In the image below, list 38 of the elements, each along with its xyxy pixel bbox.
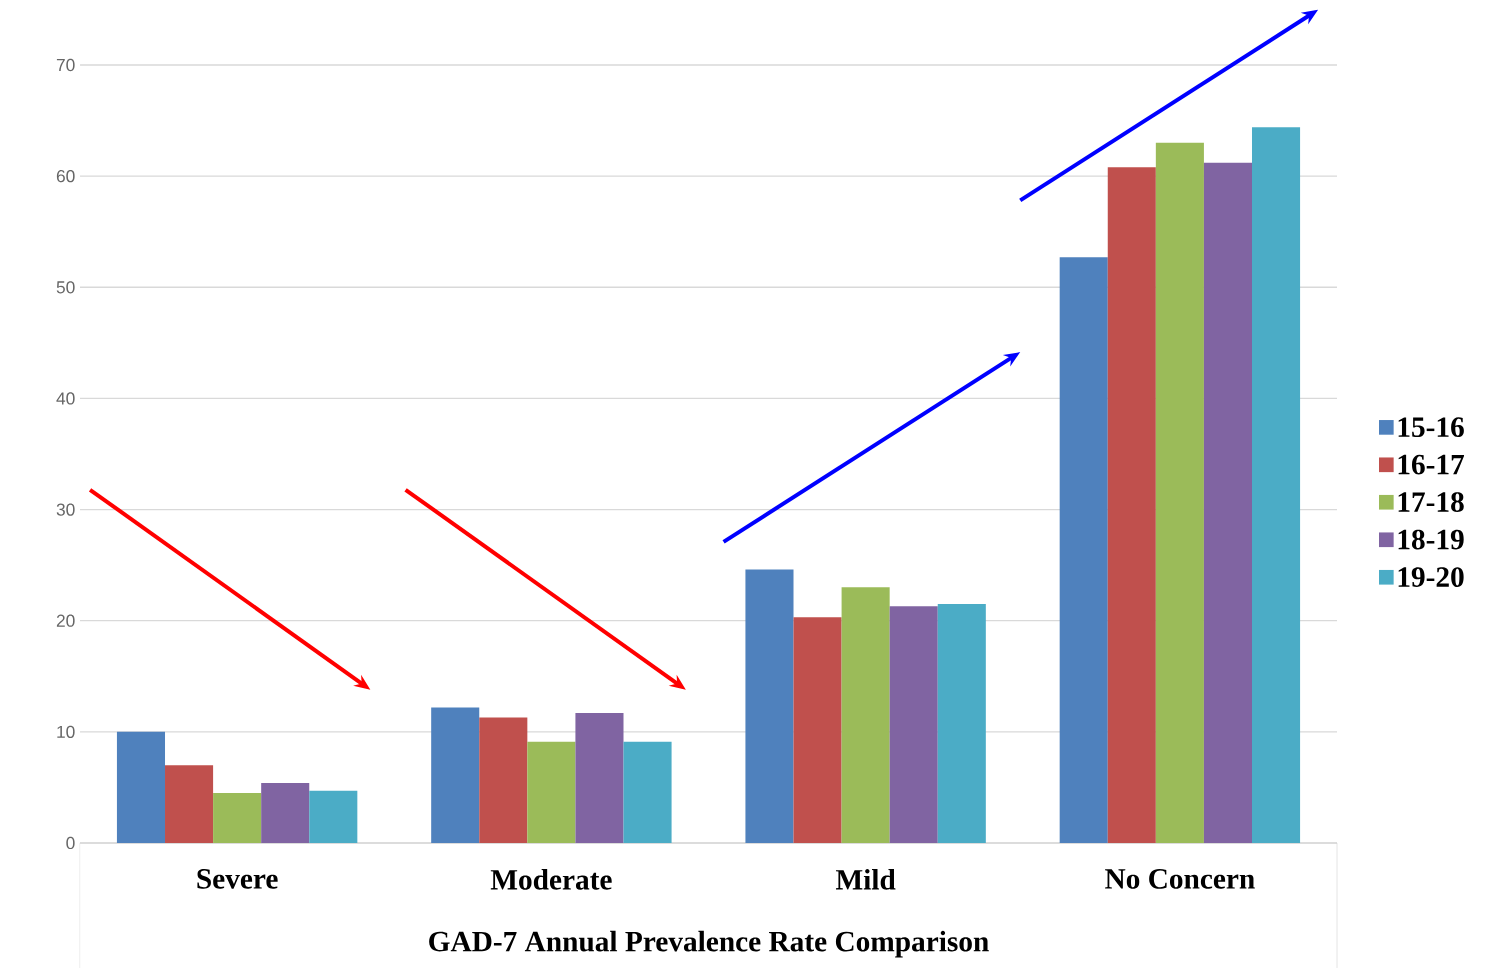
legend-label: 15-16	[1398, 417, 1464, 438]
x-tick-label: No Concern	[1105, 869, 1255, 889]
y-tick-label: 0	[66, 836, 75, 850]
bar	[793, 617, 842, 843]
bar	[575, 712, 624, 843]
x-tick-label: Severe	[197, 869, 278, 889]
y-tick-label: 20	[56, 614, 75, 627]
bar	[745, 569, 794, 843]
bar	[165, 765, 214, 843]
legend-label: 17-18	[1398, 492, 1464, 512]
bar	[1155, 142, 1204, 843]
y-tick-label: 60	[56, 170, 75, 183]
y-tick-label: 50	[56, 281, 75, 294]
bar	[623, 741, 672, 843]
bar	[527, 741, 576, 843]
y-tick-label: 40	[56, 392, 75, 405]
bar	[116, 731, 166, 843]
bar	[1059, 257, 1108, 843]
bar	[937, 604, 986, 843]
bar	[431, 707, 480, 843]
legend-label: 19-20	[1398, 567, 1464, 587]
y-tick-label: 10	[57, 725, 75, 738]
legend-label: 18-19	[1398, 529, 1464, 550]
legend-label: 16-17	[1398, 454, 1465, 475]
y-tick-label: 70	[56, 58, 75, 72]
bar	[1203, 162, 1252, 843]
x-tick-label: Moderate	[490, 869, 612, 890]
y-tick-label: 30	[56, 503, 75, 516]
bar	[889, 606, 938, 843]
bar	[841, 587, 890, 843]
bar	[213, 792, 262, 843]
bar	[309, 790, 358, 843]
x-axis-title: GAD-7 Annual Prevalence Rate Comparison	[429, 930, 989, 958]
bar	[479, 717, 528, 843]
bar	[1252, 127, 1301, 843]
bar	[1107, 167, 1156, 843]
x-tick-label: Mild	[835, 869, 896, 890]
bar	[261, 782, 310, 843]
